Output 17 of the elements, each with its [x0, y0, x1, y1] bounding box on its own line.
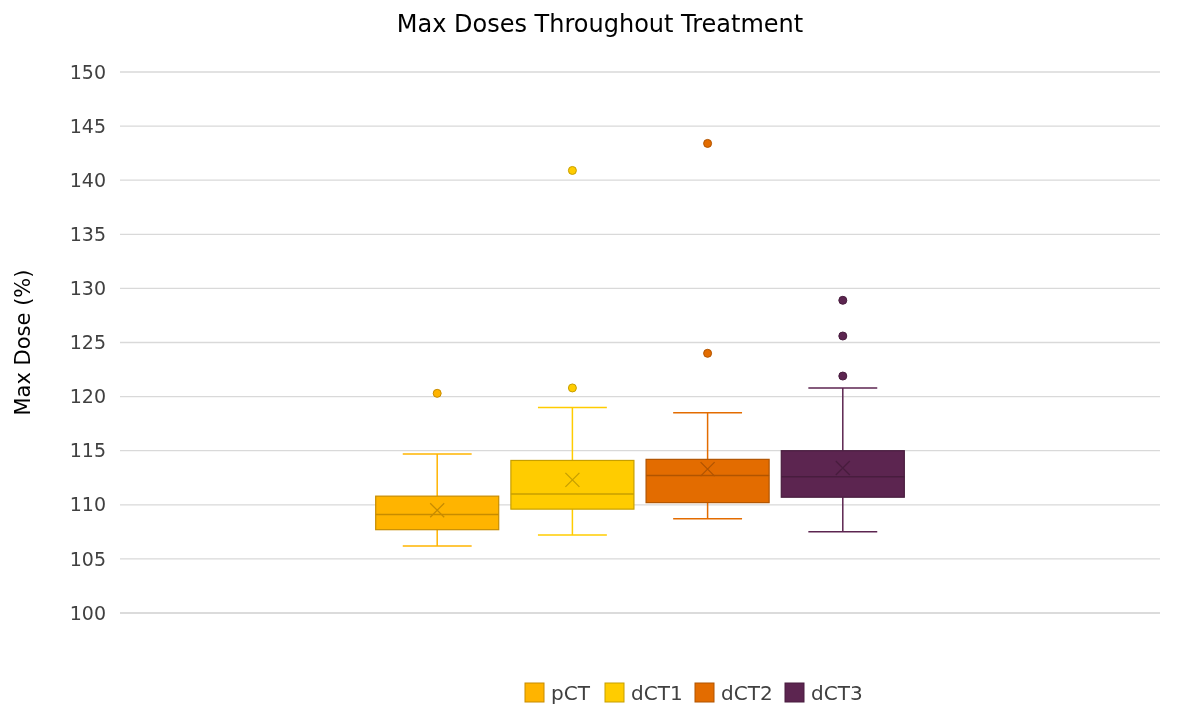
y-tick-label: 110 [69, 493, 106, 516]
y-tick-label: 100 [69, 601, 106, 624]
legend-label: dCT1 [631, 681, 683, 705]
y-tick-label: 145 [69, 114, 106, 137]
y-tick-label: 115 [69, 439, 106, 462]
y-tick-label: 150 [69, 60, 106, 83]
y-axis-title: Max Dose (%) [11, 269, 35, 416]
y-tick-label: 125 [69, 331, 106, 354]
legend-label: pCT [551, 681, 591, 705]
y-tick-label: 140 [69, 168, 106, 191]
chart-title: Max Doses Throughout Treatment [396, 10, 804, 38]
y-tick-label: 120 [69, 385, 106, 408]
y-tick-label: 105 [69, 547, 106, 570]
y-tick-label: 135 [69, 222, 106, 245]
y-tick-label: 130 [69, 277, 106, 300]
legend-label: dCT2 [721, 681, 773, 705]
legend-label: dCT3 [811, 681, 863, 705]
